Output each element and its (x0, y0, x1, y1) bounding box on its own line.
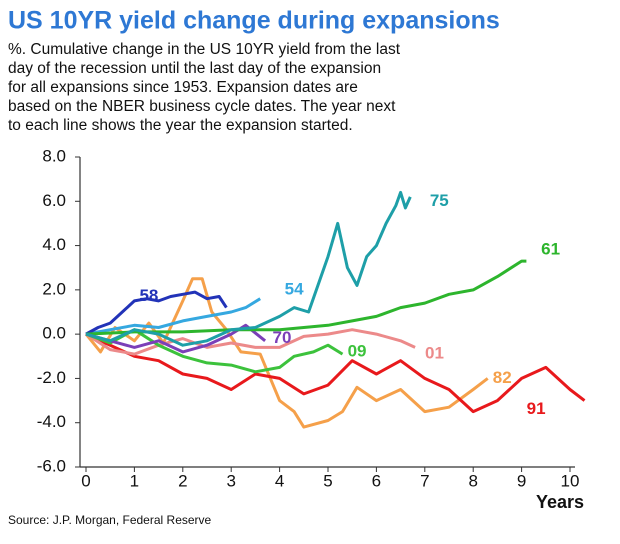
x-axis-label: Years (536, 492, 584, 512)
series-label: 09 (348, 341, 367, 360)
series-line (85, 259, 527, 336)
series-line (85, 190, 412, 347)
series-label: 01 (425, 344, 444, 363)
x-tick-label: 2 (178, 471, 187, 490)
source: Source: J.P. Morgan, Federal Reserve (8, 513, 212, 527)
series-line (85, 290, 228, 336)
x-tick-label: 0 (81, 471, 90, 490)
y-tick-label: 6.0 (42, 191, 66, 210)
subtitle: for all expansions since 1953. Expansion… (8, 79, 358, 96)
x-tick-label: 8 (468, 471, 477, 490)
series-label: 82 (493, 368, 512, 387)
y-tick-label: 2.0 (42, 279, 66, 298)
series-label: 70 (273, 328, 292, 347)
x-tick-label: 6 (372, 471, 381, 490)
series-label: 61 (541, 239, 560, 258)
series-label: 58 (139, 286, 158, 305)
x-tick-label: 9 (517, 471, 526, 490)
x-tick-label: 5 (323, 471, 332, 490)
series-label: 91 (527, 399, 546, 418)
x-tick-label: 7 (420, 471, 429, 490)
y-tick-label: -2.0 (37, 368, 66, 387)
series-label: 75 (430, 191, 449, 210)
x-tick-label: 3 (226, 471, 235, 490)
subtitle: based on the NBER business cycle dates. … (8, 98, 396, 115)
y-tick-label: -6.0 (37, 456, 66, 475)
y-tick-label: 8.0 (42, 146, 66, 165)
y-tick-label: 0.0 (42, 324, 66, 343)
series-line (84, 277, 489, 429)
subtitle: day of the recession until the last day … (8, 60, 381, 77)
series-line (85, 332, 586, 414)
x-tick-label: 4 (275, 471, 284, 490)
subtitle: %. Cumulative change in the US 10YR yiel… (8, 41, 401, 58)
series-line (85, 297, 261, 336)
chart-title: US 10YR yield change during expansions (8, 7, 500, 35)
x-tick-label: 10 (561, 471, 580, 490)
series-line (85, 328, 416, 356)
x-tick-label: 1 (130, 471, 139, 490)
y-tick-label: -4.0 (37, 412, 66, 431)
series-label: 54 (285, 279, 304, 298)
y-tick-label: 4.0 (42, 235, 66, 254)
subtitle: to each line shows the year the expansio… (8, 117, 353, 134)
